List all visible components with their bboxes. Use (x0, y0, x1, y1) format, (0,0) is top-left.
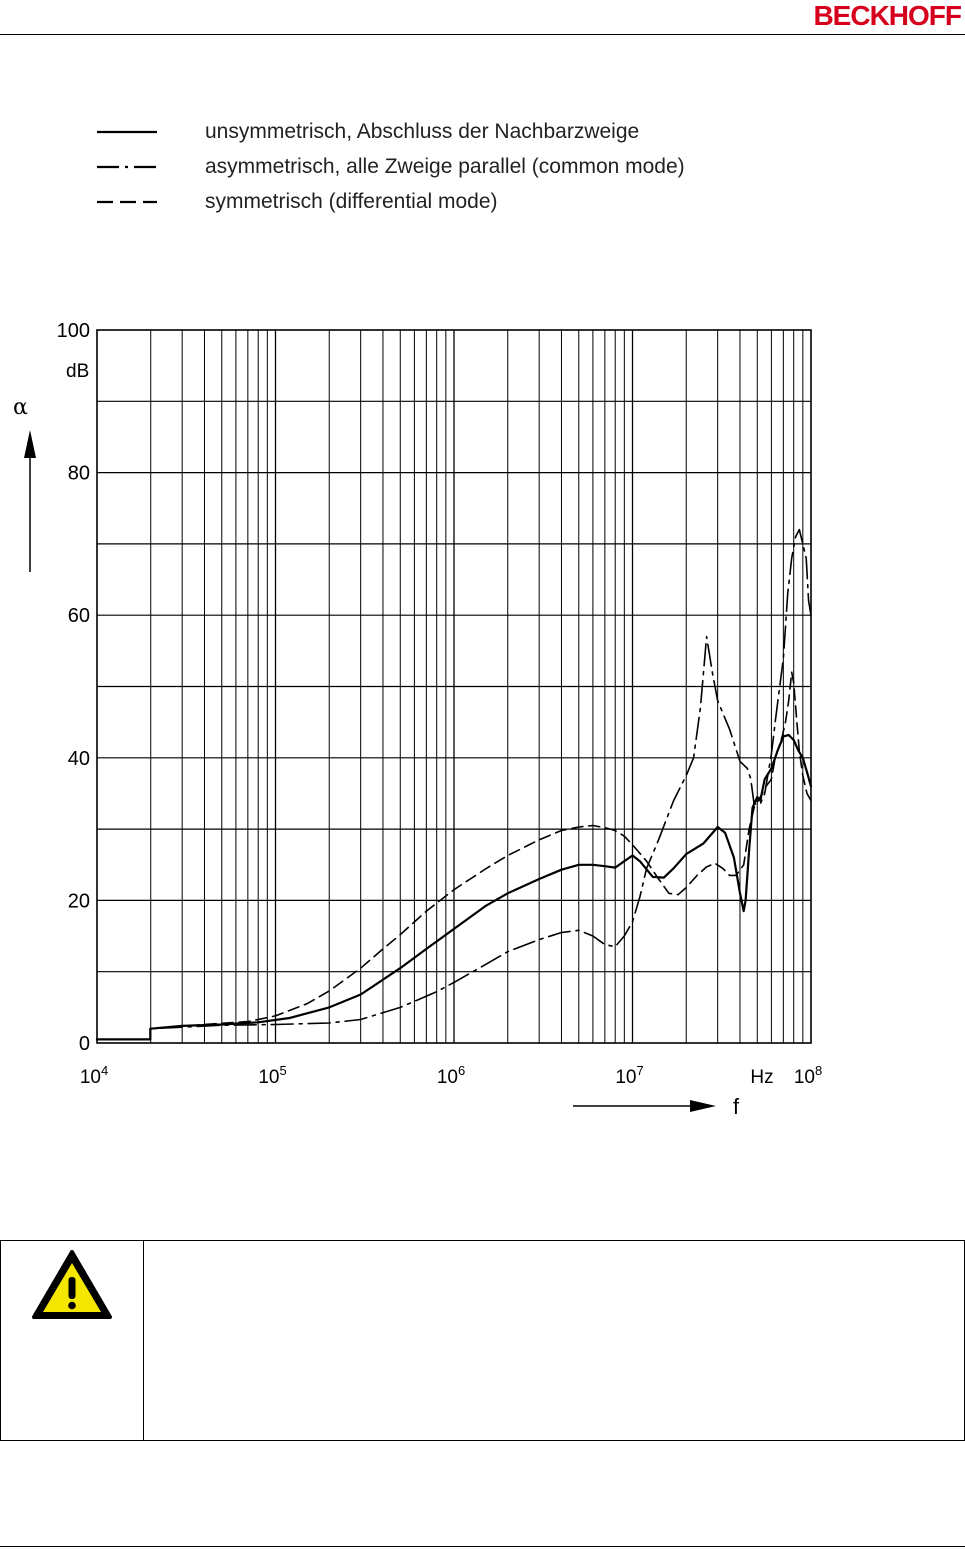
x-tick-label: 105 (258, 1063, 286, 1088)
warning-box (0, 1240, 965, 1441)
series-line-dashed (96, 671, 812, 1041)
y-axis-symbol: α (13, 395, 28, 420)
header-rule (0, 34, 965, 35)
warning-icon-cell (1, 1241, 144, 1440)
brand-logo: BECKHOFF (813, 0, 962, 31)
x-tick-label: 104 (80, 1063, 108, 1088)
y-tick-label: 100 (57, 320, 90, 342)
y-tick-label: 0 (79, 1033, 90, 1055)
y-tick-label: 20 (68, 890, 90, 912)
attenuation-chart: 0 20 40 60 80 100 dB α 104 105 106 107 108 Hzf (13, 320, 822, 1119)
y-tick-label: 80 (68, 463, 90, 485)
y-tick-label: 40 (68, 748, 90, 770)
legend-label: symmetrisch (differential mode) (205, 190, 498, 213)
x-tick-label: 107 (615, 1063, 643, 1088)
y-axis-arrow-head (24, 430, 36, 458)
y-unit-label: dB (66, 361, 89, 382)
x-axis-arrow-head (690, 1100, 716, 1112)
y-tick-label: 60 (68, 605, 90, 627)
x-unit-label: Hz (750, 1067, 773, 1088)
legend-swatch-solid (97, 130, 157, 134)
warning-triangle-icon (32, 1250, 112, 1319)
legend-label: asymmetrisch, alle Zweige parallel (comm… (205, 155, 685, 178)
x-tick-label: 108 (794, 1063, 822, 1088)
legend-label: unsymmetrisch, Abschluss der Nachbarzwei… (205, 120, 640, 143)
x-axis-symbol: f (733, 1094, 740, 1119)
legend-swatch-dashed (97, 200, 157, 204)
series-line-dashdot (96, 528, 812, 1041)
plot-frame (96, 329, 812, 1044)
x-tick-label: 106 (437, 1063, 465, 1088)
footer-rule (0, 1546, 965, 1547)
legend-swatch-dashdot (97, 165, 157, 169)
